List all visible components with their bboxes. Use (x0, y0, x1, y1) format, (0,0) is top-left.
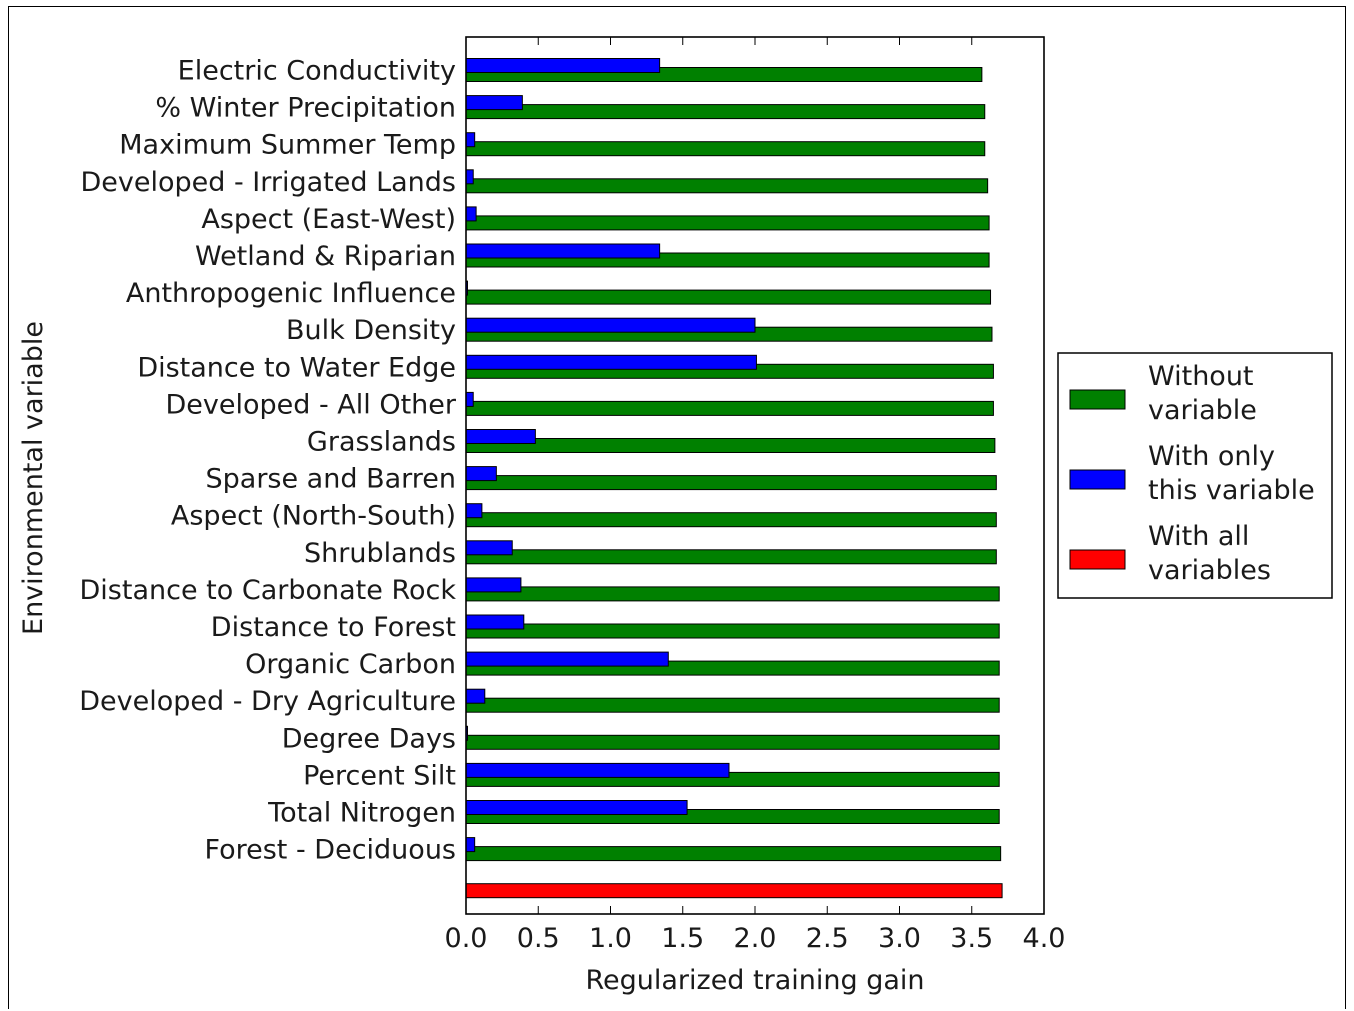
y-axis-labels: Electric Conductivity % Winter Precipitat… (79, 56, 457, 866)
bar-only-forest-deciduous (465, 837, 476, 853)
with-only-variable-bars (465, 58, 757, 853)
y-tick-label: % Winter Precipitation (155, 93, 456, 124)
bar-only-wetland-riparian (465, 243, 661, 259)
bar-only-developed-dry-agriculture (465, 688, 486, 704)
bar-without-developed-all-other (465, 400, 994, 416)
y-tick-label: Electric Conductivity (178, 56, 456, 87)
y-tick-label: Percent Silt (303, 760, 456, 791)
y-tick-label: Total Nitrogen (267, 798, 456, 829)
bar-only-percent-silt (465, 762, 730, 778)
bar-without-grasslands (465, 438, 996, 453)
bar-without-anthropogenic-influence (465, 289, 992, 305)
y-tick-label: Developed - Irrigated Lands (80, 167, 456, 198)
y-tick-label: Forest - Deciduous (205, 835, 456, 866)
bar-only-winter-precipitation (465, 95, 523, 111)
figure-frame (8, 6, 1346, 1009)
legend-swatch-with-only-this-variable (1069, 469, 1126, 490)
x-tick-label: 3.0 (878, 923, 921, 954)
bar-only-total-nitrogen (465, 800, 688, 815)
y-tick-label: Anthropogenic Influence (126, 278, 456, 309)
legend-label: variable (1148, 395, 1257, 426)
bar-without-shrublands (465, 549, 997, 565)
bar-without-degree-days (465, 734, 1000, 750)
y-axis-label: Environmental variable (18, 321, 49, 635)
bar-without-maximum-summer-temp (465, 141, 986, 157)
x-tick-label: 2.0 (734, 923, 777, 954)
bar-only-developed-all-other (465, 391, 474, 407)
y-tick-label: Grasslands (307, 427, 456, 458)
legend-swatch-with-all-variables (1069, 549, 1126, 570)
y-tick-label: Distance to Carbonate Rock (80, 575, 457, 606)
bar-only-organic-carbon (465, 651, 669, 667)
y-tick-label: Sparse and Barren (206, 464, 457, 495)
x-tick-label: 2.5 (806, 923, 849, 954)
y-tick-label: Aspect (East-West) (201, 204, 456, 235)
bar-only-aspect-east-west (465, 206, 477, 222)
x-axis-label: Regularized training gain (585, 965, 924, 996)
x-tick-label: 3.5 (950, 923, 993, 954)
y-tick-label: Bulk Density (286, 315, 456, 346)
y-tick-label: Organic Carbon (245, 649, 456, 680)
bar-without-developed-dry-agriculture (465, 697, 1000, 713)
legend-label: variables (1148, 555, 1271, 586)
bar-only-maximum-summer-temp (465, 132, 476, 148)
bar-without-winter-precipitation (465, 104, 986, 120)
y-tick-label: Aspect (North-South) (171, 501, 456, 532)
y-tick-label: Degree Days (282, 723, 456, 754)
y-tick-label: Shrublands (304, 538, 456, 569)
bar-without-developed-irrigated-lands (465, 178, 989, 194)
bar-only-distance-to-carbonate-rock (465, 577, 522, 593)
bar-only-grasslands (465, 429, 536, 444)
bar-without-distance-to-carbonate-rock (465, 586, 1000, 602)
y-tick-label: Developed - Dry Agriculture (79, 686, 456, 717)
y-tick-label: Wetland & Riparian (195, 241, 456, 272)
y-tick-label: Maximum Summer Temp (119, 130, 456, 161)
bar-only-shrublands (465, 540, 513, 556)
bar-with-all-variables (465, 883, 1003, 899)
legend-label: With all (1148, 521, 1249, 552)
bar-only-developed-irrigated-lands (465, 169, 474, 185)
bar-only-electric-conductivity (465, 58, 661, 73)
bar-only-distance-to-forest (465, 614, 525, 630)
legend-label: this variable (1148, 475, 1315, 506)
legend-label: Without (1148, 361, 1254, 392)
x-tick-label: 4.0 (1023, 923, 1066, 954)
y-tick-label: Distance to Forest (211, 612, 456, 643)
bar-without-distance-to-forest (465, 623, 1000, 639)
bar-without-aspect-east-west (465, 215, 990, 231)
without-variable-bars (465, 67, 1002, 862)
bar-only-bulk-density (465, 317, 756, 333)
bar-without-forest-deciduous (465, 846, 1002, 862)
bar-only-distance-to-water-edge (465, 354, 757, 370)
bar-without-aspect-north-south (465, 512, 997, 528)
x-tick-label: 1.5 (661, 923, 704, 954)
bar-without-sparse-and-barren (465, 475, 997, 491)
bar-only-sparse-and-barren (465, 466, 497, 482)
with-all-variables-bars (465, 883, 1003, 899)
x-tick-label: 0.5 (517, 923, 560, 954)
x-axis-ticks: 0.0 0.5 1.0 1.5 2.0 2.5 3.0 3.5 4.0 (445, 37, 1066, 954)
y-tick-label: Distance to Water Edge (137, 352, 456, 383)
y-tick-label: Developed - All Other (165, 389, 456, 420)
legend-label: With only (1148, 441, 1275, 472)
x-tick-label: 0.0 (445, 923, 488, 954)
x-tick-label: 1.0 (589, 923, 632, 954)
legend-swatch-without-variable (1069, 389, 1126, 410)
bar-only-aspect-north-south (465, 503, 483, 519)
